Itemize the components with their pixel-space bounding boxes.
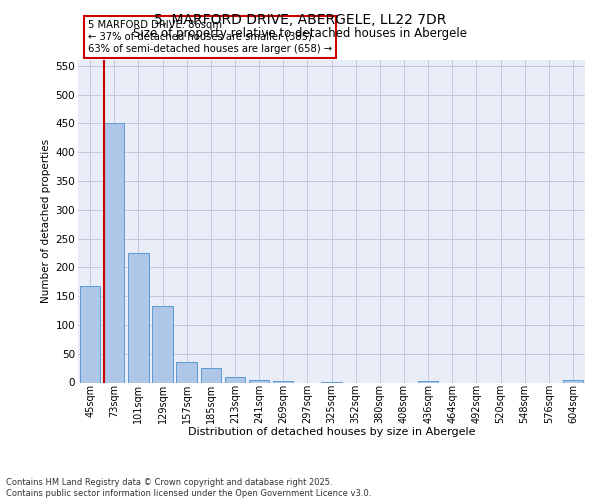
Text: Contains HM Land Registry data © Crown copyright and database right 2025.
Contai: Contains HM Land Registry data © Crown c… [6,478,371,498]
Bar [563,380,583,382]
Y-axis label: Number of detached properties: Number of detached properties [41,139,52,304]
Bar [249,380,269,382]
Text: Size of property relative to detached houses in Abergele: Size of property relative to detached ho… [133,28,467,40]
Bar [80,286,100,382]
Bar [200,368,221,382]
Bar [152,306,173,382]
Bar [224,376,245,382]
Text: 5, MARFORD DRIVE, ABERGELE, LL22 7DR: 5, MARFORD DRIVE, ABERGELE, LL22 7DR [154,12,446,26]
Bar [418,381,439,382]
Bar [128,253,149,382]
Text: 5 MARFORD DRIVE: 86sqm
← 37% of detached houses are smaller (385)
63% of semi-de: 5 MARFORD DRIVE: 86sqm ← 37% of detached… [88,20,332,54]
Bar [176,362,197,382]
Bar [104,124,124,382]
X-axis label: Distribution of detached houses by size in Abergele: Distribution of detached houses by size … [188,428,475,438]
